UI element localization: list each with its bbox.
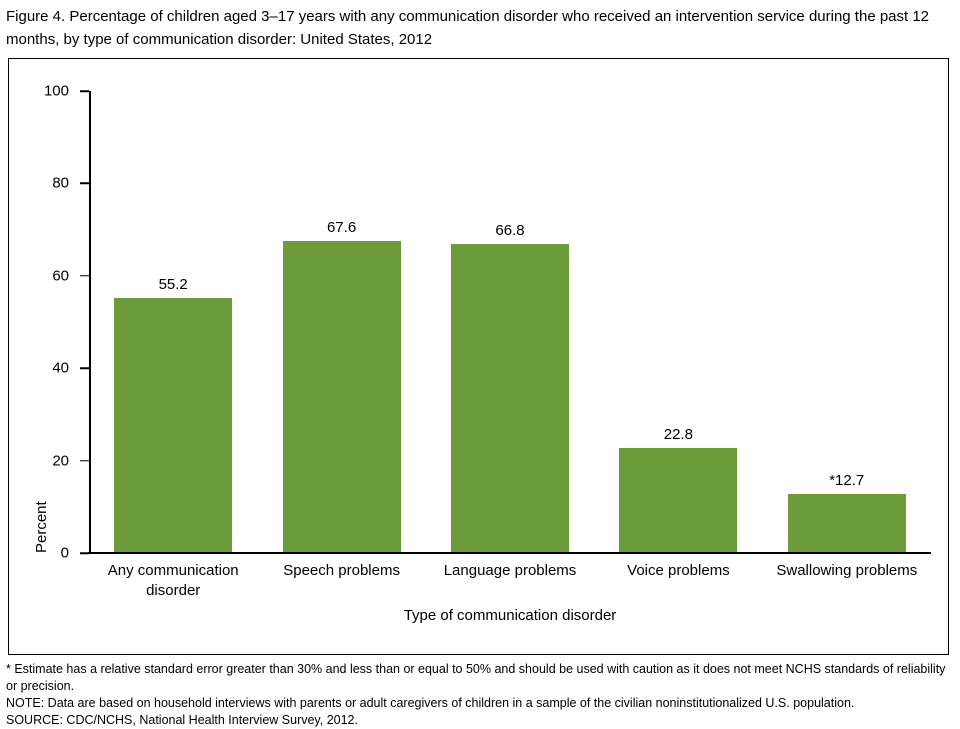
y-axis-ticks: 0 20 40 60 80 100 (9, 83, 89, 562)
bar-group: 66.8 (450, 91, 569, 553)
bar-value-label: *12.7 (829, 472, 865, 490)
y-tick-mark (80, 90, 89, 92)
y-tick-label: 60 (52, 267, 69, 285)
figure-title: Figure 4. Percentage of children aged 3–… (6, 8, 930, 48)
y-tick-mark (80, 552, 89, 554)
plot-area: 55.2 67.6 66.8 22.8 *12.7 (88, 91, 931, 554)
bar (114, 297, 233, 553)
y-tick-mark (80, 367, 89, 369)
bar-value-label: 55.2 (158, 275, 188, 293)
bar (450, 244, 569, 553)
footnote-note: NOTE: Data are based on household interv… (6, 695, 855, 710)
bar (619, 447, 738, 553)
bar-value-label: 22.8 (663, 425, 693, 443)
bar-group: *12.7 (787, 91, 906, 553)
x-category-label: Speech problems (283, 562, 400, 579)
x-category-label: Language problems (443, 562, 577, 579)
x-category-label: Swallowing problems (776, 562, 918, 579)
x-axis-line (88, 552, 931, 554)
footnote-asterisk: * Estimate has a relative standard error… (6, 662, 946, 693)
bar-group: 22.8 (619, 91, 738, 553)
x-axis-title: Type of communication disorder (403, 607, 617, 624)
x-axis-categories: Any communication disorder Speech problem… (89, 561, 931, 600)
y-tick-label: 40 (52, 359, 69, 377)
bar-group: 67.6 (282, 91, 401, 553)
bar-group: 55.2 (114, 91, 233, 553)
footnote-source: SOURCE: CDC/NCHS, National Health Interv… (6, 712, 358, 727)
y-tick-label: 0 (60, 544, 69, 562)
y-tick-mark (80, 182, 89, 185)
y-tick-label: 80 (52, 174, 69, 192)
bar-value-label: 66.8 (495, 222, 525, 240)
bar (787, 494, 906, 553)
y-tick-mark (80, 275, 89, 277)
bar (282, 240, 401, 553)
bar-value-label: 67.6 (326, 218, 357, 236)
y-tick-mark (80, 459, 89, 462)
x-category-label: Any communication disorder (107, 562, 239, 599)
y-axis-line (89, 91, 91, 553)
y-tick-label: 100 (43, 82, 69, 100)
y-tick-label: 20 (52, 452, 69, 470)
chart-frame: Percent 0 20 40 60 80 100 55.2 67.6 66.8 22.8 *12… (8, 58, 949, 655)
bars: 55.2 67.6 66.8 22.8 *12.7 (89, 91, 931, 553)
x-category-label: Voice problems (627, 562, 730, 579)
footnotes: * Estimate has a relative standard error… (6, 661, 954, 729)
